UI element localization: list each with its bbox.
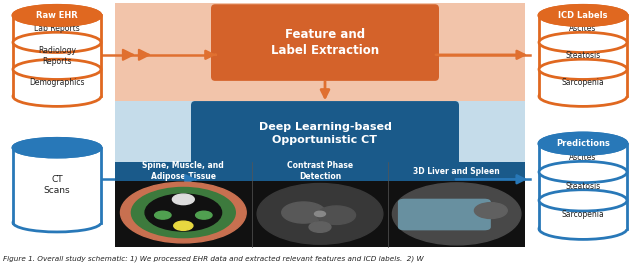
- Circle shape: [282, 202, 326, 223]
- Text: Ascites: Ascites: [570, 24, 596, 34]
- Circle shape: [145, 194, 221, 231]
- Text: Steatosis: Steatosis: [565, 182, 600, 191]
- Ellipse shape: [539, 32, 627, 52]
- Ellipse shape: [539, 86, 627, 106]
- Text: Lab Reports: Lab Reports: [34, 24, 80, 34]
- Bar: [539, 144, 627, 172]
- Circle shape: [131, 188, 236, 238]
- Bar: [13, 69, 101, 96]
- Text: CT
Scans: CT Scans: [44, 175, 70, 195]
- Circle shape: [155, 211, 171, 219]
- Bar: [115, 162, 525, 181]
- Bar: [252, 181, 388, 247]
- Ellipse shape: [13, 86, 101, 106]
- Circle shape: [392, 183, 521, 245]
- Bar: [13, 42, 101, 69]
- Bar: [115, 3, 525, 106]
- FancyBboxPatch shape: [211, 4, 439, 81]
- Circle shape: [309, 222, 331, 232]
- Text: Raw EHR: Raw EHR: [36, 11, 78, 20]
- Circle shape: [474, 203, 508, 218]
- Text: Figure 1. Overall study schematic: 1) We processed EHR data and extracted releva: Figure 1. Overall study schematic: 1) We…: [3, 255, 424, 262]
- Ellipse shape: [13, 32, 101, 52]
- Ellipse shape: [539, 133, 627, 154]
- Bar: [539, 42, 627, 69]
- Bar: [539, 200, 627, 229]
- FancyBboxPatch shape: [398, 199, 491, 230]
- Circle shape: [257, 184, 383, 244]
- Bar: [388, 181, 525, 247]
- Text: Spine, Muscle, and
Adipose Tissue: Spine, Muscle, and Adipose Tissue: [143, 161, 224, 181]
- Bar: [539, 15, 627, 42]
- Circle shape: [120, 182, 246, 243]
- Ellipse shape: [539, 161, 627, 183]
- Ellipse shape: [539, 5, 627, 26]
- Ellipse shape: [539, 218, 627, 239]
- Text: Contrast Phase
Detection: Contrast Phase Detection: [287, 161, 353, 181]
- Text: Deep Learning-based
Opportunistic CT: Deep Learning-based Opportunistic CT: [259, 122, 392, 145]
- Text: Radiology
Reports: Radiology Reports: [38, 46, 76, 66]
- Ellipse shape: [13, 59, 101, 80]
- Text: Sarcopenia: Sarcopenia: [562, 78, 604, 87]
- Text: Steatosis: Steatosis: [565, 51, 600, 60]
- Text: Sarcopenia: Sarcopenia: [562, 210, 604, 219]
- FancyBboxPatch shape: [191, 101, 459, 166]
- Ellipse shape: [539, 59, 627, 80]
- Circle shape: [314, 211, 326, 217]
- Text: Feature and
Label Extraction: Feature and Label Extraction: [271, 28, 379, 57]
- Ellipse shape: [539, 5, 627, 26]
- Text: ICD Labels: ICD Labels: [558, 11, 608, 20]
- Bar: [115, 181, 252, 247]
- Circle shape: [172, 194, 195, 205]
- Bar: [115, 101, 525, 247]
- Text: 3D Liver and Spleen: 3D Liver and Spleen: [413, 167, 500, 176]
- Ellipse shape: [539, 190, 627, 211]
- Bar: [539, 172, 627, 200]
- Ellipse shape: [13, 138, 101, 157]
- Text: Demographics: Demographics: [29, 78, 84, 87]
- Bar: [539, 69, 627, 96]
- Ellipse shape: [13, 5, 101, 26]
- Ellipse shape: [13, 5, 101, 26]
- Bar: [13, 15, 101, 42]
- Ellipse shape: [13, 138, 101, 157]
- Text: Ascites: Ascites: [570, 153, 596, 162]
- Circle shape: [174, 221, 193, 230]
- Bar: [13, 148, 101, 223]
- Ellipse shape: [13, 213, 101, 232]
- Circle shape: [196, 211, 212, 219]
- Circle shape: [317, 206, 356, 225]
- Ellipse shape: [539, 133, 627, 154]
- Text: Predictions: Predictions: [556, 139, 610, 148]
